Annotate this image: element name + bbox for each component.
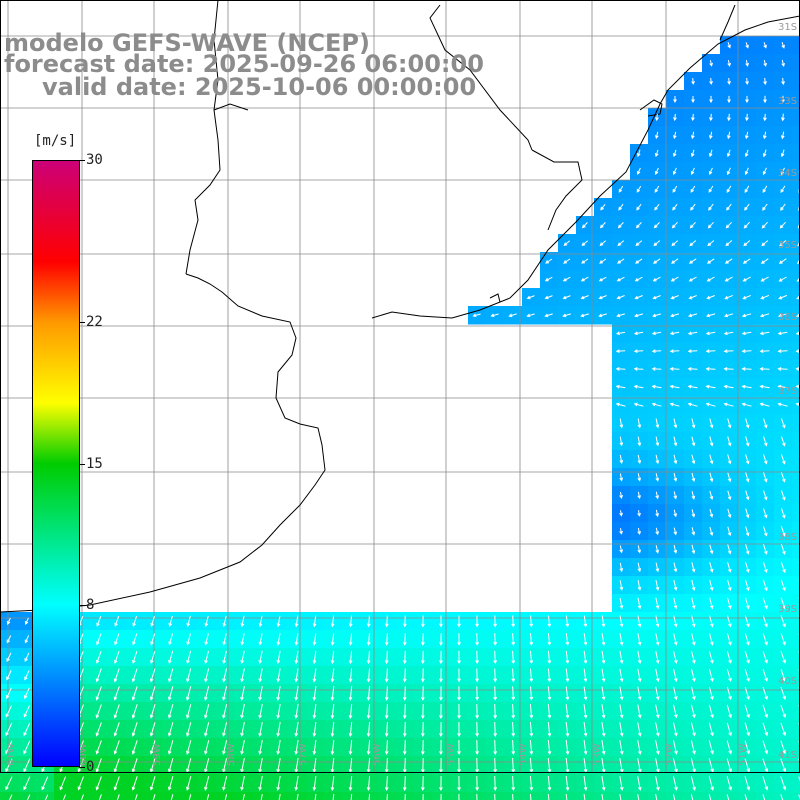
wind-speed-field <box>0 36 800 800</box>
lat-lon-grid <box>0 0 800 772</box>
lat-label: 36S <box>778 312 797 323</box>
colorbar-tick-label: 22 <box>86 313 103 330</box>
lat-label: 40S <box>778 676 797 687</box>
lat-label: 37S <box>778 386 797 397</box>
colorbar-tick-label: 8 <box>86 597 95 614</box>
colorbar-tick-label: 30 <box>86 152 103 168</box>
lat-label: 38S <box>778 532 797 543</box>
lon-label: 60W <box>78 743 89 766</box>
colorbar-tick <box>79 767 85 768</box>
colorbar-tick <box>79 160 85 161</box>
longitude-labels: 61W 60W 59W 58W 57W 56W 55W 54W 53W 52W … <box>6 743 749 766</box>
lon-label: 59W <box>152 743 163 766</box>
title-forecast-date: forecast date: 2025-09-26 06:00:00 <box>4 50 484 78</box>
lon-label: 61W <box>6 743 17 766</box>
colorbar-tick <box>79 605 85 606</box>
colorbar-tick <box>79 322 85 323</box>
colorbar-tick-label: 15 <box>86 455 103 472</box>
lat-label: 35S <box>778 240 797 251</box>
lat-label: 34S <box>778 168 797 179</box>
colorbar-tick-label: 0 <box>86 759 95 775</box>
colorbar-unit: [m/s] <box>34 133 77 149</box>
lon-label: 53W <box>592 743 603 766</box>
lat-label: 33S <box>778 96 797 107</box>
lon-label: 52W <box>664 743 675 766</box>
lon-label: 56W <box>372 743 383 766</box>
colorbar-tick <box>79 464 85 465</box>
lon-label: 58W <box>226 743 237 766</box>
lat-label: 39S <box>778 604 797 615</box>
latitude-labels: 31S 33S 34S 35S 36S 37S 38S 39S 40S 41S <box>778 22 797 761</box>
colorbar <box>32 160 80 767</box>
title-valid-date: valid date: 2025-10-06 00:00:00 <box>42 73 477 101</box>
coastline <box>0 0 800 613</box>
lat-label: 41S <box>778 750 797 761</box>
lon-label: 55W <box>446 743 457 766</box>
lon-label: 57W <box>298 743 309 766</box>
lon-label: 51W <box>738 743 749 766</box>
lon-label: 54W <box>518 743 529 766</box>
title-model: modelo GEFS-WAVE (NCEP) <box>4 29 370 57</box>
lat-label: 31S <box>778 22 797 33</box>
